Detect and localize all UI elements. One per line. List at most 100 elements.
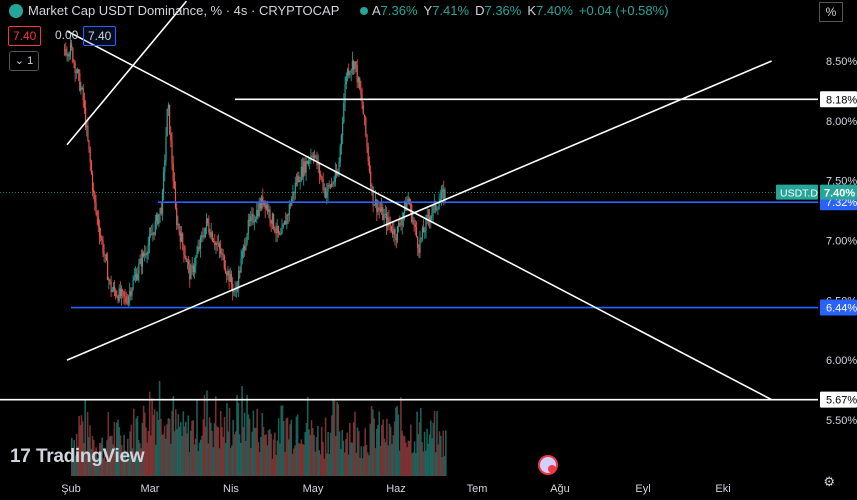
candle-body (425, 217, 427, 231)
volume-bar (282, 420, 285, 476)
volume-bar (337, 404, 340, 476)
volume-bar (352, 422, 355, 476)
candle-body (318, 163, 321, 175)
volume-bar (217, 427, 219, 476)
settings-gear-icon[interactable]: ⚙ (823, 474, 835, 489)
volume-bar (272, 439, 275, 476)
candle-body (131, 288, 133, 296)
volume-bar (162, 434, 165, 476)
chart-title[interactable]: Market Cap USDT Dominance, % · 4s · CRYP… (28, 3, 340, 18)
volume-bar (188, 452, 191, 476)
volume-bar (359, 457, 361, 476)
candle-body (169, 104, 171, 134)
volume-bar (310, 420, 313, 476)
candle-body (257, 209, 259, 217)
candle-body (334, 171, 336, 182)
volume-bar (445, 430, 447, 476)
volume-bar (108, 436, 111, 476)
candle-body (215, 242, 217, 245)
candle-body (138, 263, 140, 274)
candle-body (434, 201, 437, 210)
candle-body (275, 231, 277, 233)
volume-bar (328, 454, 331, 476)
candle-body (220, 248, 222, 255)
candle-body (303, 161, 305, 177)
candle-body (230, 274, 233, 284)
candle-body (159, 207, 161, 215)
candle-body (376, 199, 378, 212)
volume-bar (180, 422, 182, 476)
candle-body (323, 188, 325, 190)
volume-bar (170, 443, 172, 476)
candle-body (102, 240, 104, 254)
candle-body (82, 87, 84, 101)
candle-body (80, 88, 82, 91)
x-tick-label: Şub (61, 483, 81, 495)
candle-body (83, 100, 85, 108)
percent-scale-button[interactable]: % (819, 2, 843, 22)
candle-body (385, 213, 388, 227)
volume-bar (123, 434, 125, 476)
tradingview-logo[interactable]: 17 TradingView (10, 446, 145, 468)
candle-body (413, 220, 415, 225)
volume-bar (103, 447, 106, 476)
sell-price-box[interactable]: 7.40 (8, 26, 42, 46)
candle-body (139, 258, 141, 264)
volume-bar (158, 381, 161, 476)
market-status-icon (360, 7, 368, 15)
volume-bar (245, 440, 247, 476)
candle-body (329, 185, 331, 187)
us-flag-event-icon[interactable] (538, 455, 558, 475)
candle-body (164, 160, 166, 172)
volume-bar (277, 418, 280, 476)
candle-body (205, 218, 208, 228)
candle-body (392, 231, 394, 235)
x-tick-label: Eki (715, 483, 730, 495)
volume-bar (195, 438, 197, 476)
volume-bar (136, 415, 139, 476)
x-tick-label: Ağu (550, 483, 570, 495)
x-tick-label: Haz (386, 483, 406, 495)
candle-body (167, 104, 169, 109)
candle-body (444, 190, 446, 201)
volume-bar (383, 438, 386, 476)
volume-bar (386, 418, 388, 476)
candle-body (267, 205, 269, 212)
volume-bar (427, 443, 430, 476)
candle-body (118, 288, 120, 301)
volume-bar (266, 445, 269, 476)
volume-bar (341, 430, 343, 476)
volume-bar (250, 448, 252, 476)
volume-bar (200, 439, 202, 476)
ohlc-key: Y (423, 3, 433, 18)
candle-body (219, 243, 221, 249)
candle-body (395, 238, 397, 241)
candle-body (214, 242, 216, 245)
volume-bar (410, 424, 412, 476)
volume-bar (397, 414, 400, 476)
volume-bar (242, 427, 245, 476)
volume-bar (299, 443, 301, 476)
candle-body (265, 205, 267, 209)
candle-body (382, 207, 384, 220)
candle-body (325, 188, 327, 198)
candle-body (333, 181, 335, 184)
volume-bar (125, 460, 128, 476)
volume-bar (190, 430, 192, 476)
volume-bar (324, 417, 327, 476)
candle-body (176, 207, 178, 225)
volume-bar (269, 429, 271, 476)
candle-body (406, 201, 408, 211)
candle-body (321, 176, 323, 179)
collapse-indicators-button[interactable]: ⌄ 1 (9, 51, 39, 71)
candle-body (64, 49, 66, 50)
volume-bar (128, 457, 130, 476)
candle-body (197, 247, 199, 253)
level-label-bg (820, 91, 857, 108)
candle-body (381, 207, 383, 212)
buy-price-box[interactable]: 7.40 (83, 26, 117, 46)
candle-body (390, 225, 392, 232)
candle-body (345, 76, 347, 85)
trend-lines (66, 0, 772, 401)
